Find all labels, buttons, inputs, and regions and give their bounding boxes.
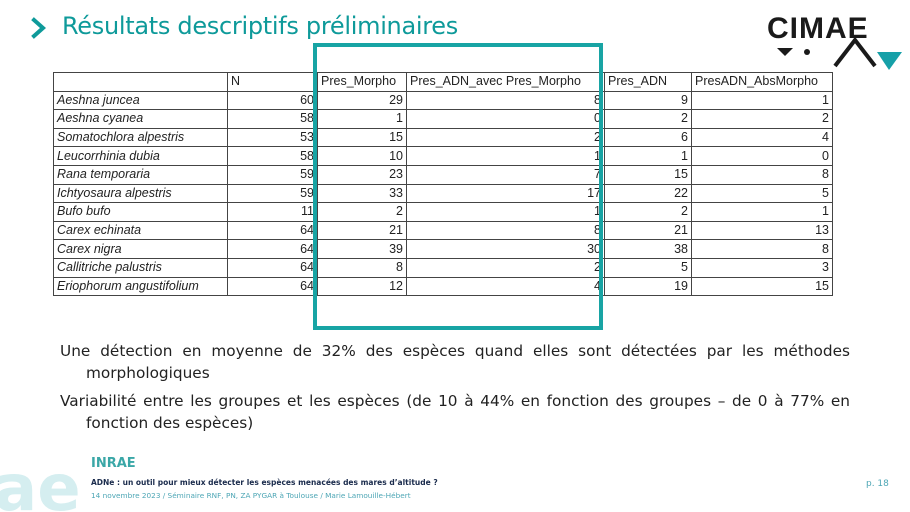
table-cell: 2 — [604, 109, 692, 129]
bullet-item: Une détection en moyenne de 32% des espè… — [60, 342, 850, 382]
table-cell: 53 — [227, 127, 318, 148]
table-cell: 10 — [317, 146, 407, 166]
table-cell: 4 — [406, 276, 605, 297]
table-cell: 59 — [227, 164, 318, 185]
ae-logo-mark: ae — [0, 452, 81, 512]
table-cell: 64 — [227, 220, 318, 241]
table-cell: 4 — [691, 127, 833, 148]
table-cell: 2 — [406, 127, 605, 148]
table-cell: 11 — [227, 202, 318, 222]
species-cell: Bufo bufo — [53, 202, 228, 222]
table-row: Callitriche palustris 64 8 2 5 3 — [53, 257, 833, 278]
table-cell: 8 — [691, 239, 833, 259]
inrae-brand: INRAE — [91, 456, 136, 471]
table-cell: 33 — [317, 183, 407, 204]
table-cell: 39 — [317, 239, 407, 259]
table-row: Ichtyosaura alpestris 59 33 17 22 5 — [53, 183, 833, 204]
table-row: Carex echinata 64 21 8 21 13 — [53, 220, 833, 241]
table-header-row: N Pres_Morpho Pres_ADN_avec Pres_Morpho … — [53, 72, 833, 92]
species-cell: Carex echinata — [53, 220, 228, 241]
species-cell: Aeshna cyanea — [53, 109, 228, 129]
table-cell: 30 — [406, 239, 605, 259]
footer-subtitle: 14 novembre 2023 / Séminaire RNF, PN, ZA… — [91, 491, 411, 500]
table-cell: 8 — [691, 164, 833, 185]
table-cell: 8 — [406, 220, 605, 241]
table-cell: 12 — [317, 276, 407, 297]
table-cell: 7 — [406, 164, 605, 185]
table-cell: 8 — [317, 257, 407, 278]
table-cell: 2 — [406, 257, 605, 278]
table-row: Bufo bufo 11 2 1 2 1 — [53, 202, 833, 222]
table-cell: 15 — [604, 164, 692, 185]
table-cell: 3 — [691, 257, 833, 278]
table-cell: 1 — [317, 109, 407, 129]
bullet-item: Variabilité entre les groupes et les esp… — [60, 392, 850, 432]
table-cell: 64 — [227, 276, 318, 297]
table-cell: 9 — [604, 90, 692, 111]
table-cell: 2 — [317, 202, 407, 222]
table-row: Carex nigra 64 39 30 38 8 — [53, 239, 833, 259]
page-number: p. 18 — [866, 479, 889, 489]
table-cell: 15 — [317, 127, 407, 148]
table-cell: 21 — [604, 220, 692, 241]
table-cell: 0 — [406, 109, 605, 129]
table-cell: 1 — [691, 90, 833, 111]
table-row: Eriophorum angustifolium 64 12 4 19 15 — [53, 276, 833, 297]
species-cell: Rana temporaria — [53, 164, 228, 185]
table-cell: 17 — [406, 183, 605, 204]
species-cell: Callitriche palustris — [53, 257, 228, 278]
table-cell: 5 — [691, 183, 833, 204]
header-species — [53, 72, 228, 92]
table-cell: 2 — [604, 202, 692, 222]
table-cell: 64 — [227, 257, 318, 278]
table-row: Aeshna juncea 60 29 8 9 1 — [53, 90, 833, 111]
species-cell: Aeshna juncea — [53, 90, 228, 111]
table-cell: 29 — [317, 90, 407, 111]
species-cell: Leucorrhinia dubia — [53, 146, 228, 166]
species-cell: Eriophorum angustifolium — [53, 276, 228, 297]
table-row: Rana temporaria 59 23 7 15 8 — [53, 164, 833, 185]
bullet-list: Une détection en moyenne de 32% des espè… — [60, 340, 850, 440]
table-cell: 1 — [406, 202, 605, 222]
slide-title: Résultats descriptifs préliminaires — [62, 12, 458, 40]
chevron-right-icon — [31, 17, 47, 39]
cimae-logo: CIMAE — [767, 12, 902, 70]
table-row: Aeshna cyanea 58 1 0 2 2 — [53, 109, 833, 129]
table-cell: 5 — [604, 257, 692, 278]
svg-text:CIMAE: CIMAE — [767, 12, 869, 45]
table-cell: 60 — [227, 90, 318, 111]
table-cell: 13 — [691, 220, 833, 241]
species-cell: Somatochlora alpestris — [53, 127, 228, 148]
table-cell: 64 — [227, 239, 318, 259]
table-cell: 58 — [227, 146, 318, 166]
species-cell: Carex nigra — [53, 239, 228, 259]
table-cell: 19 — [604, 276, 692, 297]
table-cell: 59 — [227, 183, 318, 204]
table-row: Somatochlora alpestris 53 15 2 6 4 — [53, 127, 833, 148]
header-pres-adn-avec-morpho: Pres_ADN_avec Pres_Morpho — [406, 72, 605, 92]
table-cell: 8 — [406, 90, 605, 111]
table-cell: 15 — [691, 276, 833, 297]
header-pres-adn: Pres_ADN — [604, 72, 692, 92]
table-cell: 38 — [604, 239, 692, 259]
table-cell: 22 — [604, 183, 692, 204]
species-cell: Ichtyosaura alpestris — [53, 183, 228, 204]
svg-text:ae: ae — [0, 452, 81, 512]
table-cell: 1 — [604, 146, 692, 166]
table-cell: 6 — [604, 127, 692, 148]
table-cell: 1 — [406, 146, 605, 166]
table-cell: 0 — [691, 146, 833, 166]
table-cell: 21 — [317, 220, 407, 241]
results-table: N Pres_Morpho Pres_ADN_avec Pres_Morpho … — [53, 72, 833, 297]
header-pres-morpho: Pres_Morpho — [317, 72, 407, 92]
table-row: Leucorrhinia dubia 58 10 1 1 0 — [53, 146, 833, 166]
table-cell: 58 — [227, 109, 318, 129]
table-cell: 23 — [317, 164, 407, 185]
footer-title: ADNe : un outil pour mieux détecter les … — [91, 478, 438, 487]
table-cell: 1 — [691, 202, 833, 222]
header-n: N — [227, 72, 318, 92]
table-cell: 2 — [691, 109, 833, 129]
header-presadn-absmorpho: PresADN_AbsMorpho — [691, 72, 833, 92]
